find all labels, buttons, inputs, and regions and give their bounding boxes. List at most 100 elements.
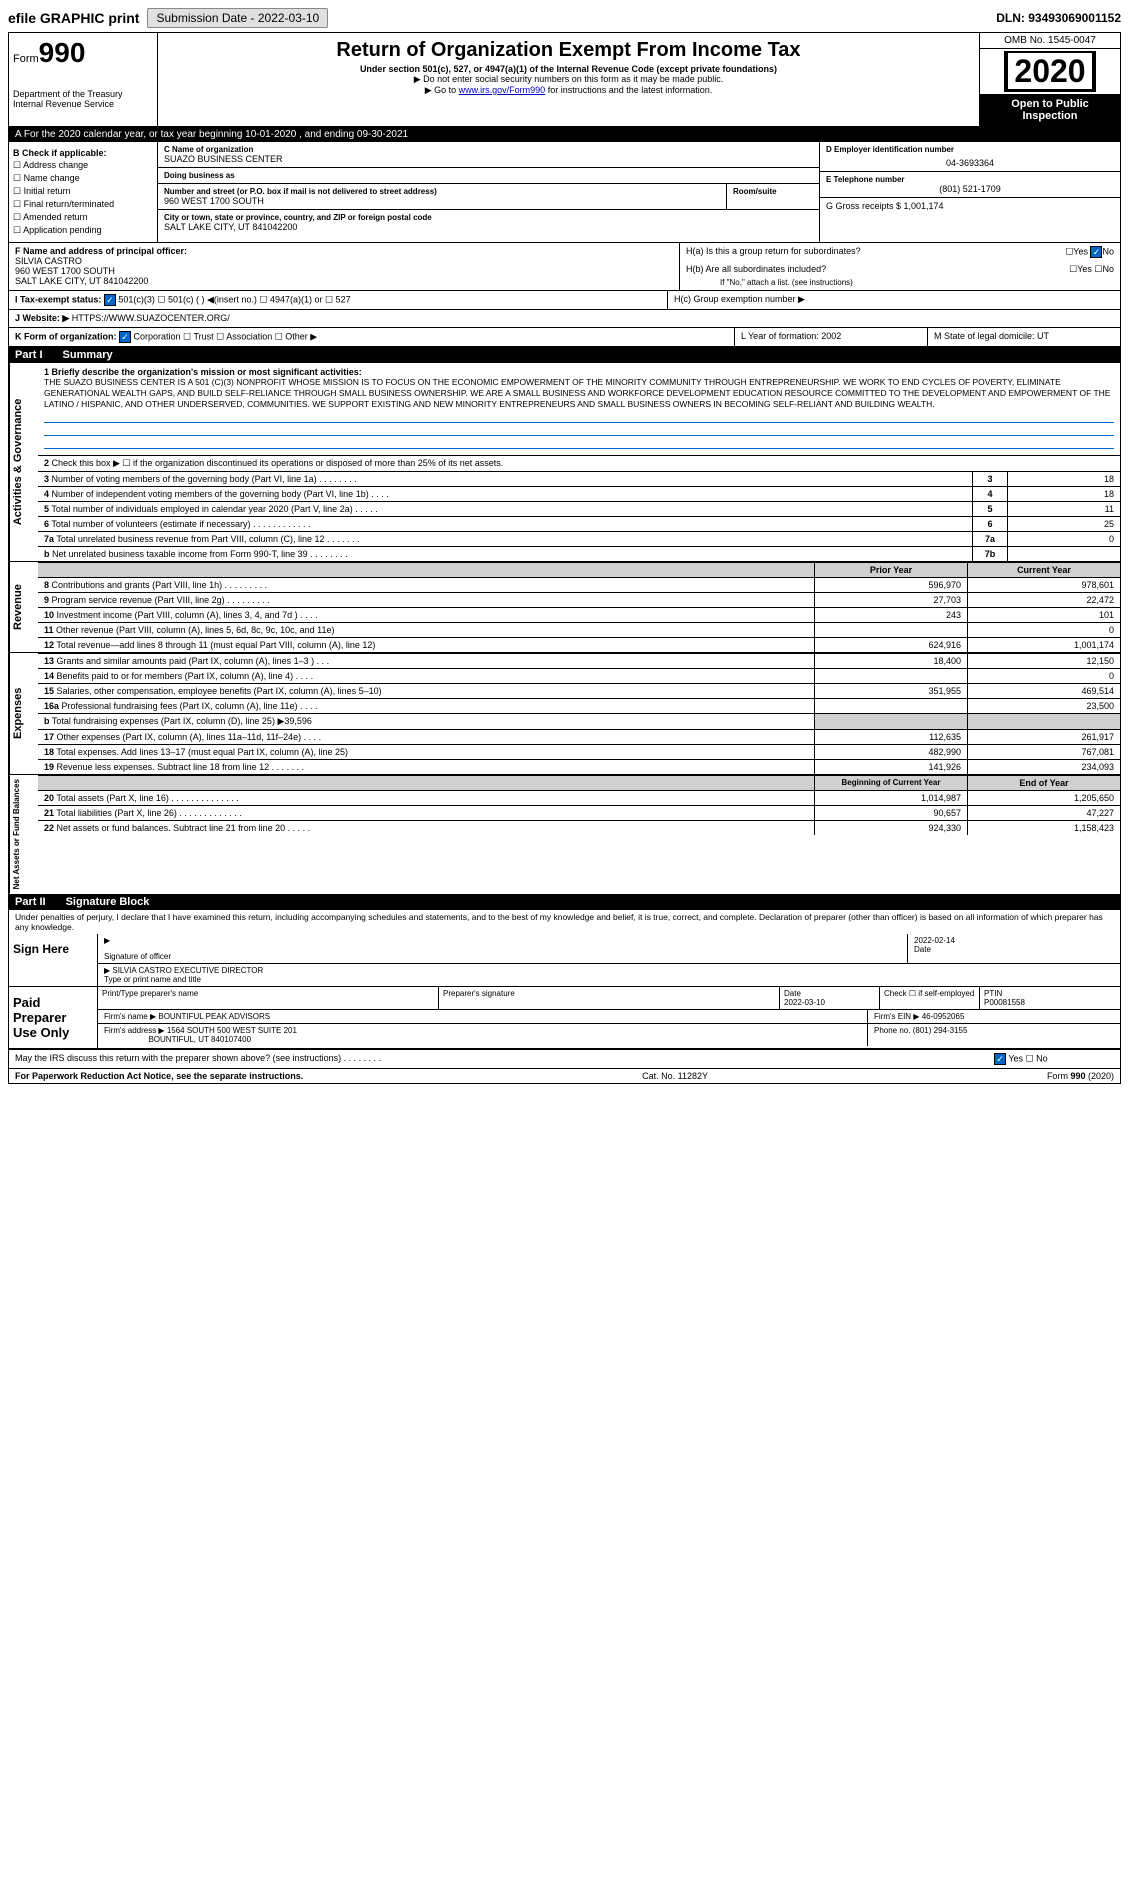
gov-row: 2 Check this box ▶ ☐ if the organization… <box>38 455 1120 471</box>
cb-initial-return[interactable]: ☐ Initial return <box>13 186 153 197</box>
cb-501c3[interactable] <box>104 294 116 306</box>
sign-here-row: Sign Here ▶ Signature of officer 2022-02… <box>9 934 1120 987</box>
firm-name: BOUNTIFUL PEAK ADVISORS <box>158 1012 270 1021</box>
expense-row: 16a Professional fundraising fees (Part … <box>38 698 1120 713</box>
officer-name-title: SILVIA CASTRO EXECUTIVE DIRECTOR <box>112 966 263 975</box>
firm-addr: 1564 SOUTH 500 WEST SUITE 201 <box>167 1026 297 1035</box>
header-center: Return of Organization Exempt From Incom… <box>158 33 979 126</box>
part1-header: Part I Summary <box>9 347 1120 363</box>
sig-date-label: Date <box>914 945 1114 954</box>
revenue-row: 12 Total revenue—add lines 8 through 11 … <box>38 637 1120 652</box>
tax-year-row: A For the 2020 calendar year, or tax yea… <box>9 127 1120 142</box>
discuss-row: May the IRS discuss this return with the… <box>9 1049 1120 1069</box>
footer: For Paperwork Reduction Act Notice, see … <box>9 1069 1120 1083</box>
cb-final-return[interactable]: ☐ Final return/terminated <box>13 199 153 210</box>
dept-label: Department of the Treasury Internal Reve… <box>13 89 153 109</box>
discuss-yesno[interactable]: Yes ☐ No <box>988 1050 1120 1068</box>
gov-row: b Net unrelated business taxable income … <box>38 546 1120 561</box>
revenue-section: Revenue Prior Year Current Year 8 Contri… <box>9 561 1120 652</box>
website-url[interactable]: HTTPS://WWW.SUAZOCENTER.ORG/ <box>72 313 230 323</box>
ha-yesno[interactable]: ☐Yes No <box>1065 246 1114 258</box>
section-i: I Tax-exempt status: 501(c)(3) ☐ 501(c) … <box>9 291 667 309</box>
hb-yesno[interactable]: ☐Yes ☐No <box>1069 264 1114 275</box>
form-subtitle: Under section 501(c), 527, or 4947(a)(1)… <box>162 64 975 74</box>
vert-label-gov: Activities & Governance <box>9 363 38 561</box>
website-row: J Website: ▶ HTTPS://WWW.SUAZOCENTER.ORG… <box>9 310 1120 328</box>
gov-row: 4 Number of independent voting members o… <box>38 486 1120 501</box>
section-b-label: B Check if applicable: <box>13 148 153 158</box>
cb-name-change[interactable]: ☐ Name change <box>13 173 153 184</box>
expense-row: 15 Salaries, other compensation, employe… <box>38 683 1120 698</box>
cb-amended[interactable]: ☐ Amended return <box>13 212 153 223</box>
section-m: M State of legal domicile: UT <box>927 328 1120 346</box>
firm-phone: (801) 294-3155 <box>913 1026 968 1035</box>
na-row: 20 Total assets (Part X, line 16) . . . … <box>38 790 1120 805</box>
dba-cell: Doing business as <box>158 168 819 184</box>
preparer-grid: Print/Type preparer's name Preparer's si… <box>98 987 1120 1010</box>
blank-line <box>44 438 1114 449</box>
vert-label-exp: Expenses <box>9 653 38 774</box>
blank-line <box>44 412 1114 423</box>
gov-row: 7a Total unrelated business revenue from… <box>38 531 1120 546</box>
name-title-label: Type or print name and title <box>104 975 1114 984</box>
efile-label: efile GRAPHIC print <box>8 10 139 26</box>
goto-link[interactable]: ▶ Go to www.irs.gov/Form990 for instruct… <box>425 85 713 95</box>
expense-row: 14 Benefits paid to or for members (Part… <box>38 668 1120 683</box>
header-right: OMB No. 1545-0047 2020 Open to Public In… <box>979 33 1120 126</box>
paid-preparer-label: Paid Preparer Use Only <box>9 987 98 1048</box>
room-cell: Room/suite <box>726 184 819 209</box>
officer-h-section: F Name and address of principal officer:… <box>9 243 1120 291</box>
phone-value: (801) 521-1709 <box>826 184 1114 194</box>
info-section: B Check if applicable: ☐ Address change … <box>9 142 1120 243</box>
header-left: Form990 Department of the Treasury Inter… <box>9 33 158 126</box>
netassets-section: Net Assets or Fund Balances Beginning of… <box>9 774 1120 893</box>
top-bar: efile GRAPHIC print Submission Date - 20… <box>8 8 1121 28</box>
part2-header: Part II Signature Block <box>9 894 1120 910</box>
gov-row: 3 Number of voting members of the govern… <box>38 471 1120 486</box>
omb-number: OMB No. 1545-0047 <box>980 33 1120 49</box>
street-cell: Number and street (or P.O. box if mail i… <box>158 184 726 209</box>
expense-row: 13 Grants and similar amounts paid (Part… <box>38 653 1120 668</box>
section-b: B Check if applicable: ☐ Address change … <box>9 142 158 242</box>
expense-row: b Total fundraising expenses (Part IX, c… <box>38 713 1120 729</box>
info-right: D Employer identification number 04-3693… <box>819 142 1120 242</box>
revenue-row: 8 Contributions and grants (Part VIII, l… <box>38 577 1120 592</box>
section-hc: H(c) Group exemption number ▶ <box>667 291 1120 309</box>
city-state-zip: SALT LAKE CITY, UT 841042200 <box>164 222 813 232</box>
section-k: K Form of organization: Corporation ☐ Tr… <box>9 328 734 346</box>
section-c: C Name of organization SUAZO BUSINESS CE… <box>158 142 819 242</box>
revenue-row: 11 Other revenue (Part VIII, column (A),… <box>38 622 1120 637</box>
gov-row: 5 Total number of individuals employed i… <box>38 501 1120 516</box>
org-name: SUAZO BUSINESS CENTER <box>164 154 813 164</box>
sig-date: 2022-02-14 <box>914 936 1114 945</box>
na-row: 21 Total liabilities (Part X, line 26) .… <box>38 805 1120 820</box>
expense-row: 19 Revenue less expenses. Subtract line … <box>38 759 1120 774</box>
tax-status-row: I Tax-exempt status: 501(c)(3) ☐ 501(c) … <box>9 291 1120 310</box>
dln: DLN: 93493069001152 <box>996 11 1121 25</box>
tax-year-box: 2020 <box>1004 51 1095 92</box>
cb-address-change[interactable]: ☐ Address change <box>13 160 153 171</box>
form-990: Form990 Department of the Treasury Inter… <box>8 32 1121 1084</box>
prep-date: 2022-03-10 <box>784 998 825 1007</box>
cb-corporation[interactable] <box>119 331 131 343</box>
ein-cell: D Employer identification number 04-3693… <box>820 142 1120 172</box>
sign-here-label: Sign Here <box>9 934 98 986</box>
ssn-note: ▶ Do not enter social security numbers o… <box>162 74 975 85</box>
section-f: F Name and address of principal officer:… <box>9 243 679 290</box>
firm-ein: 46-0952065 <box>922 1012 965 1021</box>
activities-governance: Activities & Governance 1 Briefly descri… <box>9 363 1120 561</box>
ptin: P00081558 <box>984 998 1025 1007</box>
submission-date-button[interactable]: Submission Date - 2022-03-10 <box>147 8 328 28</box>
paid-preparer-row: Paid Preparer Use Only Print/Type prepar… <box>9 987 1120 1049</box>
na-row: 22 Net assets or fund balances. Subtract… <box>38 820 1120 835</box>
form-label: Form <box>13 53 39 65</box>
form-number: 990 <box>39 37 86 68</box>
penalties-text: Under penalties of perjury, I declare th… <box>9 910 1120 934</box>
mission-text: THE SUAZO BUSINESS CENTER IS A 501 (C)(3… <box>44 377 1114 410</box>
form-page: Form 990 (2020) <box>1047 1071 1114 1081</box>
expense-row: 17 Other expenses (Part IX, column (A), … <box>38 729 1120 744</box>
street-address: 960 WEST 1700 SOUTH <box>164 196 720 206</box>
org-name-cell: C Name of organization SUAZO BUSINESS CE… <box>158 142 819 168</box>
open-public: Open to Public Inspection <box>980 94 1120 126</box>
cb-application[interactable]: ☐ Application pending <box>13 225 153 236</box>
